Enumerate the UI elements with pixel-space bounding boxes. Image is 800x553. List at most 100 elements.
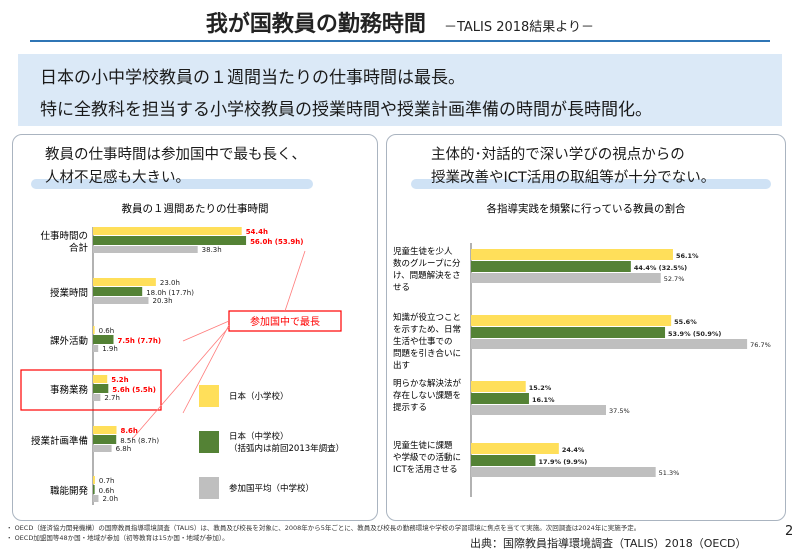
callout-connector: [182, 324, 230, 414]
footnote-1: ・ OECD（経済協力開発機構）の国際教員指導環境調査（TALIS）は、教員及び…: [6, 524, 641, 532]
category-label: 職能開発: [50, 485, 89, 497]
legend-swatch: [199, 385, 219, 407]
data-label: 5.2h: [111, 376, 128, 384]
left-heading-line-1: 教員の仕事時間は参加国中で最も長く、: [45, 147, 306, 163]
chart-title: 教員の１週間あたりの仕事時間: [122, 202, 269, 215]
data-label: 0.6h: [99, 487, 115, 495]
bar-3: [93, 445, 112, 452]
bar-1: [93, 278, 156, 286]
left-panel: 教員の仕事時間は参加国中で最も長く、 人材不足感も大きい。 教員の１週間あたりの…: [12, 134, 378, 521]
data-label: 6.8h: [116, 445, 132, 453]
bar-1: [93, 326, 95, 334]
data-label: 17.9% (9.9%): [538, 458, 587, 466]
data-label: 56.1%: [676, 252, 699, 260]
bar-3: [93, 246, 198, 253]
category-label: 生活や仕事での: [393, 336, 453, 347]
category-label: 知識が役立つこと: [393, 312, 461, 323]
data-label: 2.7h: [104, 394, 120, 402]
bar-3: [471, 339, 748, 349]
legend-label: 参加国平均（中学校）: [229, 483, 314, 494]
bar-1: [93, 227, 242, 235]
category-label: 児童生徒を少人: [393, 246, 453, 257]
category-label: 出す: [393, 360, 410, 371]
legend-swatch: [199, 431, 219, 453]
page-title: 我が国教員の勤務時間 －TALIS 2018結果より－: [0, 6, 800, 38]
callout-connector: [132, 326, 230, 439]
callout-connector: [182, 320, 230, 342]
banner-line-2: 特に全教科を担当する小学校教員の授業時間や授業計画準備の時間が長時間化。: [40, 100, 652, 120]
footnotes: ・ OECD（経済協力開発機構）の国際教員指導環境調査（TALIS）は、教員及び…: [6, 523, 640, 543]
callout-label: 参加国中で最長: [250, 315, 320, 328]
category-label: 授業計画準備: [31, 435, 88, 447]
bar-2: [471, 455, 536, 466]
data-label: 16.1%: [532, 396, 555, 404]
data-label: 44.4% (32.5%): [634, 264, 687, 272]
bar-3: [471, 467, 656, 477]
highlight-box: [20, 369, 162, 411]
data-label: 52.7%: [664, 275, 685, 283]
data-label: 24.4%: [562, 446, 585, 454]
category-label: 合計: [69, 242, 89, 254]
source-citation: 出典：国際教員指導環境調査（TALIS）2018（OECD）: [470, 537, 747, 550]
data-label: 23.0h: [160, 279, 180, 287]
category-label: 仕事時間の: [40, 230, 88, 242]
data-label: 53.9% (50.9%): [668, 330, 721, 338]
legend-swatch: [199, 477, 219, 499]
bar-3: [93, 495, 99, 502]
category-label: 存在しない課題を: [393, 390, 461, 401]
bar-2: [471, 261, 631, 272]
category-label: 事務業務: [50, 384, 89, 396]
bar-1: [471, 315, 672, 326]
page-subtitle: －TALIS 2018結果より－: [443, 20, 595, 35]
bar-1: [471, 381, 526, 392]
data-label: 55.6%: [674, 318, 697, 326]
bar-2: [93, 236, 247, 245]
category-label: 明らかな解決法が: [393, 378, 462, 389]
category-label: を示すため、日常: [393, 324, 461, 335]
summary-banner: 日本の小中学校教員の１週間当たりの仕事時間は最長。 特に全教科を担当する小学校教…: [18, 54, 782, 126]
legend-note: （括弧内は前回2013年調査）: [229, 443, 344, 454]
data-label: 51.3%: [659, 469, 680, 477]
chart-title: 各指導実践を頻繁に行っている教員の割合: [487, 202, 686, 215]
category-label: せる: [393, 283, 410, 293]
bar-2: [471, 393, 529, 404]
left-heading-line-2: 人材不足感も大きい。: [45, 170, 190, 186]
legend-label: 日本（小学校）: [229, 391, 289, 402]
page-number: 2: [785, 524, 794, 539]
data-label: 20.3h: [152, 297, 172, 305]
right-panel: 主体的･対話的で深い学びの視点からの 授業改善やICT活用の取組等が十分でない。…: [386, 134, 786, 521]
bar-3: [471, 273, 661, 283]
page-title-text: 我が国教員の勤務時間: [205, 12, 426, 37]
teaching-practice-chart: 各指導実践を頻繁に行っている教員の割合児童生徒を少人数のグループに分け、問題解決…: [393, 202, 771, 497]
banner-line-1: 日本の小中学校教員の１週間当たりの仕事時間は最長。: [40, 68, 465, 88]
bar-3: [93, 394, 101, 401]
title-rule: [30, 40, 770, 42]
data-label: 8.5h (8.7h): [120, 437, 159, 445]
bar-1: [471, 443, 559, 454]
bar-3: [93, 297, 149, 304]
data-label: 76.7%: [750, 341, 771, 349]
data-label: 38.3h: [202, 246, 222, 254]
bar-1: [93, 476, 95, 484]
data-label: 0.6h: [99, 327, 115, 335]
data-label: 15.2%: [529, 384, 552, 392]
bar-2: [93, 435, 117, 444]
data-label: 0.7h: [99, 477, 115, 485]
footnote-2: ・ OECD加盟国等48か国・地域が参加（初等教育は15か国・地域が参加）。: [6, 534, 229, 542]
right-heading-line-2: 授業改善やICT活用の取組等が十分でない。: [431, 170, 716, 186]
data-label: 7.5h (7.7h): [118, 337, 162, 345]
data-label: 1.9h: [102, 345, 118, 353]
category-label: 提示する: [393, 402, 427, 413]
bar-1: [93, 426, 117, 434]
category-label: や学級での活動に: [393, 452, 461, 463]
category-label: け、問題解決をさ: [393, 270, 461, 281]
category-label: 数のグループに分: [393, 258, 461, 269]
bar-2: [93, 335, 114, 344]
data-label: 5.6h (5.5h): [112, 386, 156, 394]
bar-1: [471, 249, 673, 260]
data-label: 18.0h (17.7h): [146, 289, 194, 297]
category-label: 児童生徒に課題: [393, 440, 453, 451]
data-label: 37.5%: [609, 407, 630, 415]
category-label: ICTを活用させる: [393, 464, 458, 475]
